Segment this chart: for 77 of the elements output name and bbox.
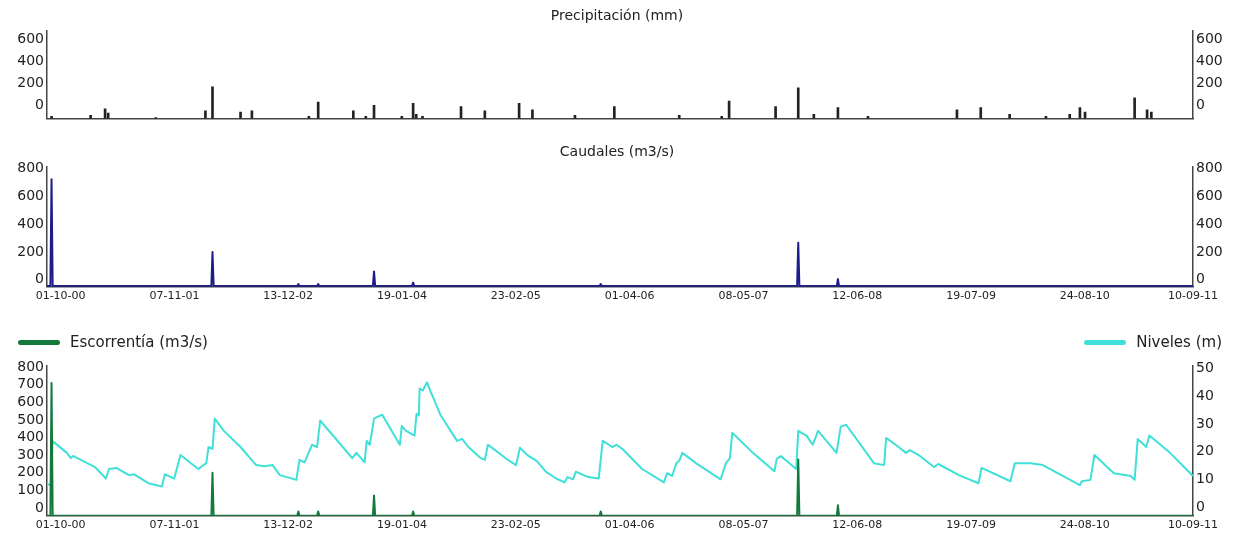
x-tick-label: 19-07-09	[946, 289, 997, 303]
y2-tick-label: 20	[1196, 442, 1214, 459]
x-tick-label: 07-11-01	[149, 289, 200, 303]
legend-label: Niveles (m)	[1136, 333, 1222, 351]
y2-tick-label: 800	[1196, 158, 1223, 175]
bar	[1008, 113, 1011, 119]
y2-tick-label: 0	[1196, 270, 1205, 287]
x-tick-label: 19-01-04	[377, 289, 428, 303]
y-tick-label: 0	[35, 498, 44, 515]
y2-tick-label: 30	[1196, 414, 1214, 431]
y-tick-label: 400	[17, 428, 44, 445]
bar	[106, 112, 110, 119]
legend-label: Escorrentía (m3/s)	[70, 333, 208, 351]
bar	[352, 110, 355, 119]
bar	[1150, 111, 1153, 119]
bar	[1133, 97, 1136, 119]
bar	[531, 109, 534, 119]
y-tick-label: 600	[17, 186, 44, 203]
y2-tick-label: 40	[1196, 386, 1214, 403]
bar	[483, 110, 487, 119]
x-tick-label: 07-11-01	[149, 518, 200, 532]
x-tick-label: 08-05-07	[718, 289, 769, 303]
bar	[1068, 113, 1072, 119]
y-tick-label: 400	[17, 214, 44, 231]
y2-tick-label: 10	[1196, 470, 1214, 487]
y2-tick-label: 200	[1196, 74, 1223, 91]
bar	[316, 101, 320, 119]
y2-tick-label: 0	[1196, 498, 1205, 515]
x-tick-label: 10-09-11	[1168, 289, 1218, 303]
bar	[796, 87, 800, 119]
y-tick-label: 400	[17, 52, 44, 69]
x-tick-label: 10-09-11	[1168, 518, 1218, 532]
y2-tick-label: 0	[1196, 96, 1205, 113]
x-tick-label: 23-02-05	[490, 518, 541, 532]
y-tick-label: 300	[17, 445, 44, 462]
chart-title: Precipitación (mm)	[550, 7, 684, 24]
y-tick-label: 0	[35, 96, 44, 113]
y2-tick-label: 600	[1196, 186, 1223, 203]
x-tick-label: 12-06-08	[832, 518, 883, 532]
x-tick-label: 01-10-00	[35, 518, 86, 532]
y2-tick-label: 600	[1196, 30, 1223, 47]
y2-tick-label: 50	[1196, 358, 1214, 375]
x-tick-label: 12-06-08	[832, 289, 883, 303]
x-tick-label: 08-05-07	[718, 518, 769, 532]
x-tick-label: 19-01-04	[377, 518, 428, 532]
y-tick-label: 200	[17, 74, 44, 91]
y-tick-label: 700	[17, 375, 44, 392]
x-tick-label: 01-04-06	[604, 518, 655, 532]
bar	[239, 111, 242, 119]
bar	[89, 114, 92, 119]
bar	[613, 106, 616, 119]
y-tick-label: 200	[17, 463, 44, 480]
bar	[979, 107, 983, 119]
bar	[774, 106, 777, 119]
x-tick-label: 23-02-05	[490, 289, 541, 303]
x-tick-label: 24-08-10	[1059, 289, 1110, 303]
y-tick-label: 800	[17, 158, 44, 175]
y2-tick-label: 400	[1196, 52, 1223, 69]
y-tick-label: 100	[17, 480, 44, 497]
x-tick-label: 13-12-02	[263, 289, 314, 303]
y-tick-label: 200	[17, 242, 44, 259]
bar	[677, 114, 681, 119]
chart-title: Caudales (m3/s)	[559, 143, 675, 160]
x-tick-label: 19-07-09	[946, 518, 997, 532]
y-tick-label: 600	[17, 392, 44, 409]
bar	[211, 86, 214, 119]
x-tick-label: 01-04-06	[604, 289, 655, 303]
y-tick-label: 500	[17, 410, 44, 427]
y-tick-label: 800	[17, 357, 44, 374]
y2-tick-label: 200	[1196, 242, 1223, 259]
x-tick-label: 13-12-02	[263, 518, 314, 532]
bar	[204, 110, 207, 119]
x-tick-label: 24-08-10	[1059, 518, 1110, 532]
x-tick-label: 01-10-00	[35, 289, 86, 303]
y2-tick-label: 400	[1196, 214, 1223, 231]
y-tick-label: 0	[35, 270, 44, 287]
y-tick-label: 600	[17, 30, 44, 47]
